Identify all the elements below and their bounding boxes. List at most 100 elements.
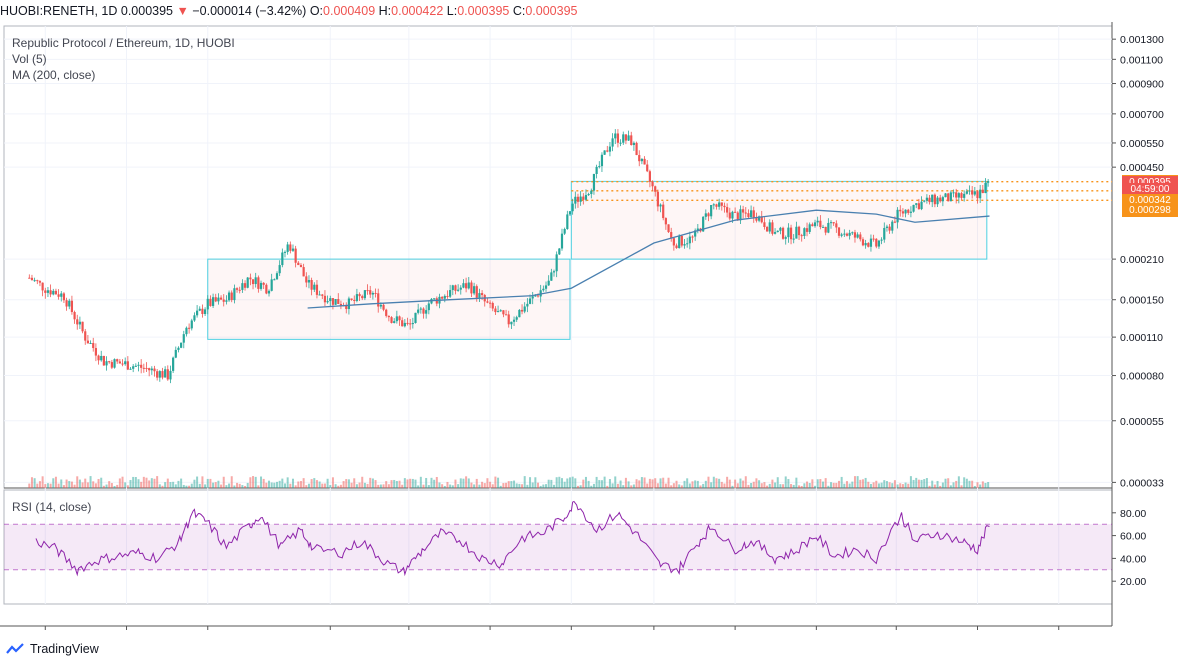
volume-bar xyxy=(62,485,65,488)
candle-body xyxy=(702,216,705,232)
candle-body xyxy=(728,212,731,219)
volume-bar xyxy=(342,481,345,488)
candle-body xyxy=(712,204,715,206)
brand-label: TradingView xyxy=(30,642,99,656)
volume-bar xyxy=(315,480,318,488)
candle-body xyxy=(379,304,382,307)
candle-body xyxy=(401,320,404,327)
volume-bar xyxy=(869,483,872,488)
volume-bar xyxy=(217,480,220,488)
candle-body xyxy=(475,286,478,298)
low-value: 0.000395 xyxy=(457,4,510,18)
candle-body xyxy=(291,248,295,251)
volume-bar xyxy=(654,478,657,488)
candle-body xyxy=(829,222,833,224)
volume-bar xyxy=(427,485,430,488)
candle-body xyxy=(851,232,854,234)
candle-body xyxy=(451,285,454,291)
volume-bar xyxy=(268,480,271,488)
rsi-legend[interactable]: RSI (14, close) xyxy=(12,500,92,514)
candle-body xyxy=(443,295,446,299)
volume-bar xyxy=(587,480,590,488)
candle-body xyxy=(33,280,36,282)
volume-bar xyxy=(188,485,191,488)
candle-body xyxy=(185,327,188,335)
volume-bar xyxy=(592,483,595,488)
candle-body xyxy=(467,282,470,289)
volume-bar xyxy=(750,482,753,488)
candle-body xyxy=(877,240,881,247)
tradingview-branding[interactable]: TradingView xyxy=(6,640,99,658)
candle-body xyxy=(907,209,910,213)
candle-body xyxy=(52,290,55,295)
candle-body xyxy=(499,310,502,312)
candle-body xyxy=(177,347,180,350)
symbol-header: HUOBI:RENETH, 1D 0.000395 ▼ −0.000014 (−… xyxy=(0,0,1183,22)
volume-bar xyxy=(909,476,912,488)
candle-body xyxy=(140,364,143,368)
candle-body xyxy=(939,197,942,202)
candle-body xyxy=(496,311,500,313)
low-label: L: xyxy=(446,4,458,18)
candle-body xyxy=(361,296,364,299)
candle-body xyxy=(603,150,606,155)
candle-body xyxy=(281,252,284,266)
symbol-label[interactable]: HUOBI:RENETH, 1D xyxy=(0,4,118,18)
candle-body xyxy=(526,303,529,307)
volume-bar xyxy=(664,483,667,488)
volume-bar xyxy=(358,482,361,488)
chart-area[interactable]: 0.001300 0.001100 0.000900 0.000700 0.000550… xyxy=(0,22,1183,634)
candle-body xyxy=(816,220,819,223)
candle-body xyxy=(837,227,841,236)
candle-body xyxy=(289,244,292,251)
candle-body xyxy=(824,226,827,233)
volume-legend[interactable]: Vol (5) xyxy=(12,52,47,66)
volume-bar xyxy=(299,481,302,488)
ma-legend[interactable]: MA (200, close) xyxy=(12,68,96,82)
candle-body xyxy=(923,200,926,202)
volume-bar xyxy=(752,481,755,488)
volume-bar xyxy=(861,479,864,488)
volume-bar xyxy=(273,482,276,488)
candle-body xyxy=(89,343,92,345)
price-tag: 0.000342 xyxy=(1122,193,1178,207)
volume-bar xyxy=(907,483,910,488)
volume-bar xyxy=(483,483,486,488)
volume-bar xyxy=(568,477,571,488)
volume-bar xyxy=(656,483,659,488)
candle-body xyxy=(358,294,361,297)
candle-body xyxy=(54,290,58,295)
volume-bar xyxy=(840,476,843,488)
volume-bar xyxy=(339,484,342,488)
volume-bar xyxy=(297,481,300,488)
candles-group xyxy=(28,129,990,384)
candle-body xyxy=(486,301,489,303)
candle-body xyxy=(576,196,580,202)
volume-bar xyxy=(912,479,915,488)
volume-bar xyxy=(963,477,966,488)
candle-body xyxy=(329,298,332,302)
candle-body xyxy=(587,194,590,196)
volume-bar xyxy=(947,478,950,488)
volume-bar xyxy=(278,480,281,488)
volume-bar xyxy=(776,477,779,488)
y-tick-label: 0.001100 xyxy=(1120,54,1163,66)
candle-body xyxy=(773,232,777,234)
volume-bar xyxy=(632,484,635,488)
volume-bar xyxy=(193,479,196,488)
volume-bar xyxy=(686,478,689,488)
candle-body xyxy=(174,349,177,358)
volume-bar xyxy=(113,485,116,488)
volume-bar xyxy=(667,477,670,488)
volume-group xyxy=(28,476,990,488)
candle-body xyxy=(973,191,976,195)
volume-bar xyxy=(845,481,848,488)
candle-body xyxy=(70,300,74,313)
candle-body xyxy=(523,306,526,312)
candle-body xyxy=(347,298,351,310)
candle-body xyxy=(971,190,974,195)
volume-bar xyxy=(156,476,159,488)
candle-body xyxy=(68,300,71,307)
volume-bar xyxy=(387,484,390,488)
candle-body xyxy=(726,207,729,213)
